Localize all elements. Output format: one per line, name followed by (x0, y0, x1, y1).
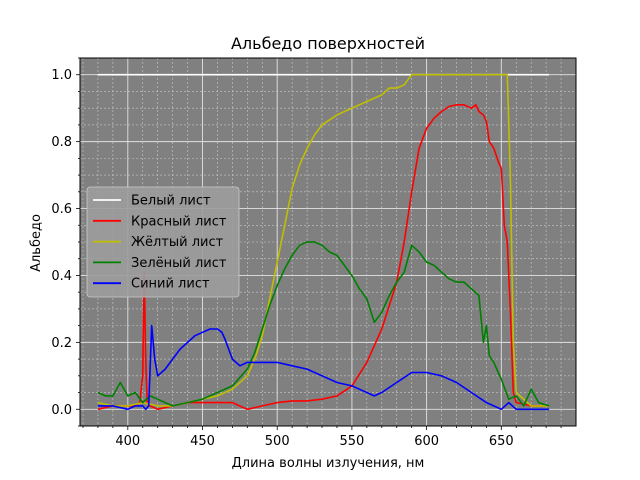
x-axis: 400 450 500 550 600 650 (82, 426, 562, 449)
legend-label: Белый лист (131, 194, 211, 209)
legend-label: Жёлтый лист (131, 235, 224, 250)
y-tick-label: 0.0 (51, 403, 72, 418)
legend-box (86, 186, 240, 298)
legend-label: Зелёный лист (131, 256, 227, 271)
y-tick-label: 1.0 (51, 68, 72, 83)
y-tick-label: 0.2 (51, 336, 72, 351)
y-axis-label: Альбедо (29, 214, 44, 272)
legend-label: Синий лист (131, 277, 210, 292)
y-tick-label: 0.4 (51, 269, 72, 284)
chart-title: Альбедо поверхностей (231, 34, 425, 53)
series-line-3 (97, 241, 550, 407)
series-lines (97, 73, 550, 411)
x-tick-label: 550 (339, 434, 364, 449)
series-line-4 (97, 324, 550, 411)
x-axis-label: Длина волны излучения, нм (232, 456, 425, 471)
x-tick-label: 400 (115, 434, 140, 449)
y-tick-label: 0.6 (51, 202, 72, 217)
legend: Белый лист Красный лист Жёлтый лист Зелёный… (86, 186, 240, 298)
x-tick-label: 600 (414, 434, 439, 449)
x-tick-label: 650 (489, 434, 514, 449)
x-tick-label: 500 (265, 434, 290, 449)
y-tick-label: 0.8 (51, 135, 72, 150)
y-axis: 0.0 0.2 0.4 0.6 0.8 1.0 (51, 57, 80, 427)
x-tick-label: 450 (190, 434, 215, 449)
legend-label: Красный лист (131, 214, 227, 229)
